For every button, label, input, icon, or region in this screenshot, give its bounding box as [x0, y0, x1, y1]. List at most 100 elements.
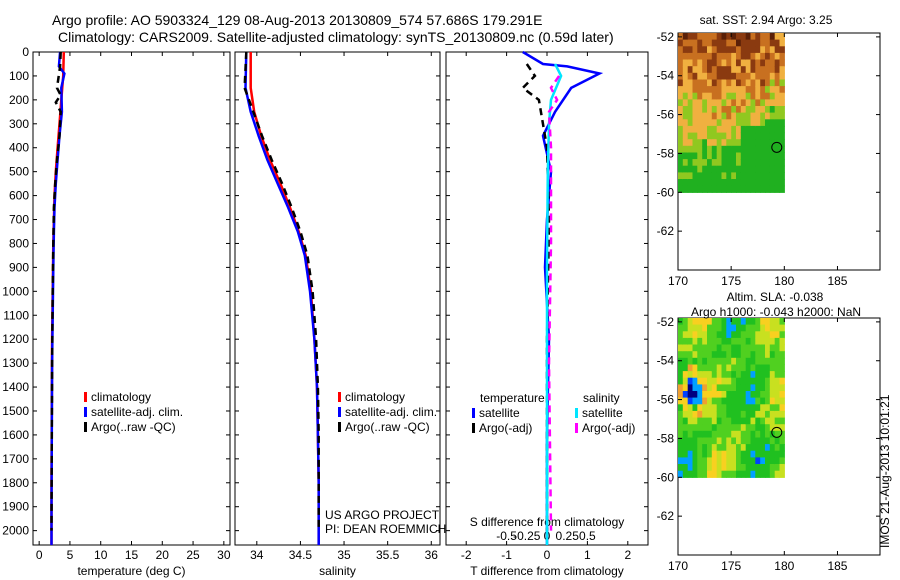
heatmap-cell	[716, 324, 723, 332]
heatmap-cell	[687, 324, 694, 332]
heatmap-cell	[697, 424, 703, 432]
heatmap-cell	[731, 464, 737, 472]
heatmap-cell	[755, 351, 761, 359]
legend-label: Argo(-adj)	[479, 421, 532, 435]
heatmap-cell	[745, 470, 752, 478]
heatmap-cell	[745, 86, 752, 94]
heatmap-cell	[702, 145, 708, 153]
heatmap-cell	[765, 86, 771, 94]
heatmap-cell	[697, 172, 703, 180]
heatmap-cell	[702, 377, 708, 385]
heatmap-cell	[779, 404, 785, 412]
heatmap-cell	[726, 397, 732, 405]
heatmap-cell	[750, 337, 756, 346]
legend-label: Argo(..raw -QC)	[345, 420, 430, 434]
heatmap-cell	[755, 52, 761, 61]
heatmap-cell	[736, 179, 742, 187]
heatmap-cell	[702, 66, 708, 74]
heatmap-cell	[678, 179, 684, 187]
heatmap-cell	[740, 79, 747, 87]
heatmap-cell	[750, 437, 756, 445]
heatmap-cell	[726, 417, 732, 425]
heatmap-cell	[707, 391, 713, 399]
heatmap-cell	[731, 371, 737, 379]
heatmap-cell	[726, 364, 732, 372]
map-y-tick-label: -58	[657, 431, 675, 445]
heatmap-cell	[702, 417, 708, 425]
heatmap-cell	[765, 430, 771, 438]
heatmap-cell	[774, 39, 781, 47]
heatmap-cell	[736, 52, 742, 61]
heatmap-cell	[736, 86, 742, 94]
heatmap-cell	[760, 417, 766, 425]
heatmap-cell	[755, 79, 761, 87]
heatmap-cell	[692, 99, 698, 107]
heatmap-cell	[736, 410, 742, 419]
sla-map-title-line1: Altim. SLA: -0.038	[727, 290, 824, 304]
heatmap-cell	[736, 444, 742, 452]
sst-map-title: sat. SST: 2.94 Argo: 3.25	[700, 13, 833, 27]
heatmap-cell	[740, 46, 747, 54]
heatmap-cell	[678, 324, 684, 332]
heatmap-cell	[760, 470, 766, 478]
heatmap-cell	[731, 139, 737, 147]
heatmap-cell	[769, 59, 776, 67]
heatmap-cell	[716, 159, 723, 167]
heatmap-cell	[769, 397, 776, 405]
heatmap-cell	[702, 179, 708, 187]
heatmap-cell	[711, 145, 718, 153]
heatmap-cell	[726, 457, 732, 465]
heatmap-cell	[736, 331, 742, 339]
heatmap-cell	[721, 112, 727, 120]
heatmap-cell	[750, 457, 756, 465]
legend-label: Argo(..raw -QC)	[91, 420, 176, 434]
heatmap-cell	[736, 318, 742, 326]
x-tick-label-temperature: 30	[217, 548, 231, 562]
heatmap-cell	[779, 457, 785, 465]
heatmap-cell	[716, 145, 723, 153]
heatmap-cell	[731, 351, 737, 359]
heatmap-cell	[760, 384, 766, 392]
y-tick-label: 1500	[2, 404, 29, 418]
heatmap-cell	[678, 99, 684, 107]
x-tick-label-temperature: 20	[156, 548, 170, 562]
heatmap-cell	[711, 318, 718, 326]
y-tick-label: 1900	[2, 500, 29, 514]
heatmap-cell	[721, 404, 727, 412]
heatmap-cell	[779, 159, 785, 167]
map-y-tick-label: -54	[657, 354, 675, 368]
heatmap-cell	[692, 397, 698, 405]
heatmap-cell	[716, 337, 723, 346]
heatmap-cell	[736, 112, 742, 120]
heatmap-cell	[774, 351, 781, 359]
heatmap-cell	[687, 318, 694, 326]
heatmap-cell	[774, 152, 781, 160]
heatmap-cell	[726, 424, 732, 432]
heatmap-cell	[774, 33, 781, 41]
heatmap-cell	[731, 337, 737, 346]
heatmap-cell	[716, 470, 723, 478]
heatmap-cell	[779, 46, 785, 54]
legend-swatch	[338, 407, 341, 417]
heatmap-cell	[726, 39, 732, 47]
heatmap-cell	[678, 391, 684, 399]
heatmap-cell	[740, 72, 747, 80]
legend-swatch	[84, 422, 87, 432]
heatmap-cell	[687, 437, 694, 445]
heatmap-cell	[682, 125, 689, 134]
heatmap-cell	[697, 125, 703, 134]
heatmap-cell	[721, 391, 727, 399]
heatmap-cell	[736, 357, 742, 365]
heatmap-cell	[697, 364, 703, 372]
heatmap-cell	[745, 112, 752, 120]
legend-header: temperature	[480, 391, 545, 405]
heatmap-cell	[736, 92, 742, 100]
heatmap-cell	[711, 331, 718, 339]
heatmap-cell	[745, 179, 752, 187]
heatmap-cell	[774, 112, 781, 120]
heatmap-cell	[731, 59, 737, 67]
heatmap-cell	[755, 66, 761, 74]
x-tick-label-difference: 2	[624, 548, 631, 562]
heatmap-cell	[774, 99, 781, 107]
heatmap-cell	[716, 344, 723, 352]
